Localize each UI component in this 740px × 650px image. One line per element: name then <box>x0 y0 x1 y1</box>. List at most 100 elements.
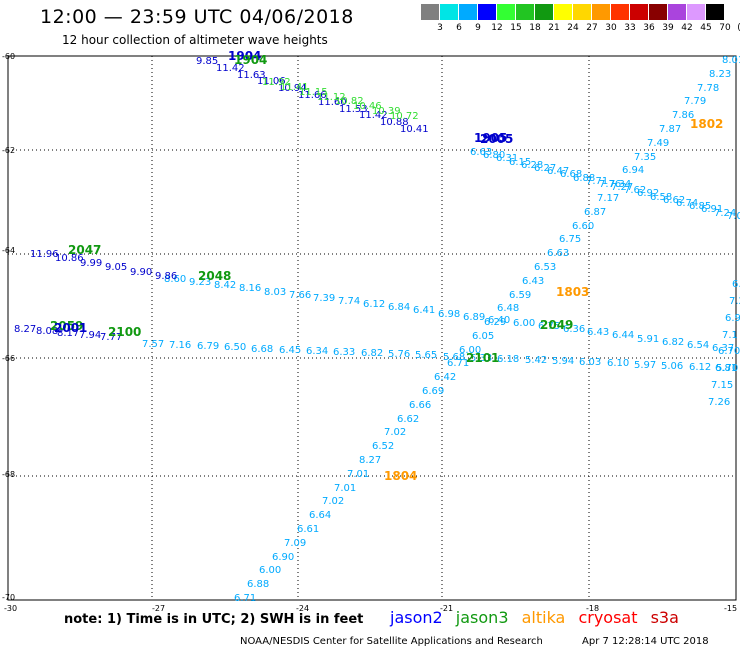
wave-height-value: 9.23 <box>189 277 212 288</box>
wave-height-value: 8.27 <box>359 455 382 466</box>
color-swatch <box>687 4 705 20</box>
wave-height-value: 7.71 <box>586 176 609 187</box>
wave-height-value: 9.99 <box>80 258 103 269</box>
wave-height-value: 11.15 <box>299 87 328 98</box>
pass-time-label: 2001 <box>54 321 88 335</box>
wave-height-value: 7.27 <box>611 182 634 193</box>
wave-height-value: 6.85 <box>689 201 712 212</box>
wave-height-value: 6.58 <box>650 192 673 203</box>
wave-height-value: 11.12 <box>317 92 346 103</box>
wave-height-value: 6.00 <box>459 345 482 356</box>
color-swatch <box>611 4 629 20</box>
wave-height-value: 11.96 <box>30 249 59 260</box>
wave-height-value: 6.91 <box>701 204 724 215</box>
legend-jason3: jason3 <box>455 608 509 627</box>
wave-height-value: 11.42 <box>216 63 245 74</box>
wave-height-value: 6.43 <box>587 327 610 338</box>
wave-height-value: 6.10 <box>607 358 630 369</box>
color-scale-label: 45 <box>700 23 712 33</box>
credit-line: NOAA/NESDIS Center for Satellite Applica… <box>240 636 543 647</box>
y-axis-label: -68 <box>2 470 16 479</box>
wave-height-value: 10.41 <box>400 124 429 135</box>
wave-height-value: 5.94 <box>552 356 575 367</box>
pass-time-label: 2101 <box>466 351 500 365</box>
x-axis-label: -21 <box>440 604 454 613</box>
color-swatch <box>630 4 648 20</box>
pass-time-label: 2059 <box>50 319 84 333</box>
wave-height-value: 6.9 <box>725 313 740 324</box>
color-swatch <box>592 4 610 20</box>
color-scale-label: 33 <box>624 23 636 33</box>
color-swatch <box>421 4 439 20</box>
wave-height-value: 8.23 <box>709 69 732 80</box>
wave-height-value: 8.16 <box>239 283 262 294</box>
x-axis-label: -30 <box>4 604 18 613</box>
wave-height-value: 6.29 <box>484 317 507 328</box>
wave-height-value: 6.89 <box>463 312 486 323</box>
wave-height-value: 6.88 <box>247 579 270 590</box>
wave-height-value: 6.27 <box>534 163 557 174</box>
wave-height-value: 7.57 <box>142 339 165 350</box>
y-axis-label: -60 <box>2 52 16 61</box>
wave-height-value: 6.60 <box>572 221 595 232</box>
wave-height-value: 6.68 <box>560 169 583 180</box>
wave-height-value: 6.37 <box>712 343 735 354</box>
pass-time-label: 2048 <box>198 269 232 283</box>
color-swatch <box>497 4 515 20</box>
wave-height-value: 7.39 <box>313 293 336 304</box>
wave-height-value: 7.02 <box>384 427 407 438</box>
wave-height-value: 8.27 <box>14 324 37 335</box>
wave-height-value: 7.62 <box>624 185 647 196</box>
wave-height-value: 6.03 <box>579 357 602 368</box>
color-swatch <box>535 4 553 20</box>
wave-height-value: 7.35 <box>634 152 657 163</box>
legend-altika: altika <box>521 608 566 627</box>
color-scale-label: 15 <box>510 23 522 33</box>
wave-height-value: 6.43 <box>522 276 545 287</box>
wave-height-value: 6.31 <box>496 153 519 164</box>
wave-height-value: 6.82 <box>662 337 685 348</box>
wave-height-value: 6.28 <box>521 160 544 171</box>
wave-height-value: 7.34 <box>609 179 632 190</box>
pass-time-label: 1803 <box>556 285 590 299</box>
wave-height-value: 6.45 <box>279 345 302 356</box>
wave-height-value: 6.87 <box>584 207 607 218</box>
wave-height-value: 5.33 <box>470 353 493 364</box>
color-swatch <box>459 4 477 20</box>
wave-height-value: 6.84 <box>388 302 411 313</box>
wave-height-value: 11.63 <box>237 70 266 81</box>
pass-time-label: 1804 <box>384 469 418 483</box>
color-scale-label: 30 <box>605 23 617 33</box>
wave-height-value: 7.76 <box>599 179 622 190</box>
wave-height-value: 7.49 <box>647 138 670 149</box>
wave-height-value: 6.74 <box>676 198 699 209</box>
wave-height-value: 9.86 <box>155 271 178 282</box>
wave-height-value: 10.46 <box>353 101 382 112</box>
y-axis-label: -70 <box>2 593 16 602</box>
wave-height-value: 6.44 <box>612 330 635 341</box>
wave-height-value: 6.00 <box>513 318 536 329</box>
wave-height-value: 6.70 <box>718 346 740 357</box>
map-subtitle: 12 hour collection of altimeter wave hei… <box>62 33 328 47</box>
wave-height-value: 6.64 <box>309 510 332 521</box>
wave-height-value: 6.59 <box>509 290 532 301</box>
color-swatch <box>706 4 724 20</box>
pass-time-label: 1905 <box>474 131 508 145</box>
wave-height-value: 11.92 <box>262 77 291 88</box>
wave-height-value: 7.15 <box>711 380 734 391</box>
color-scale-label: 70 <box>719 23 731 33</box>
wave-height-value: 6.34 <box>306 346 329 357</box>
wave-height-value: 5.42 <box>525 355 548 366</box>
map-frame <box>7 55 737 601</box>
wave-height-value: 7.94 <box>79 330 102 341</box>
color-scale-label: 18 <box>529 23 541 33</box>
wave-height-value: 7.03 <box>727 211 740 222</box>
satellite-legend: jason2 jason3 altika cryosat s3a <box>390 608 687 627</box>
wave-height-value: 8.03 <box>264 287 287 298</box>
wave-height-value: 6.18 <box>497 354 520 365</box>
wave-height-value: 6.90 <box>272 552 295 563</box>
color-swatch <box>649 4 667 20</box>
wave-height-value: 7.09 <box>284 538 307 549</box>
wave-height-value: 6.54 <box>687 340 710 351</box>
wave-height-value: 8.01 <box>722 55 740 66</box>
